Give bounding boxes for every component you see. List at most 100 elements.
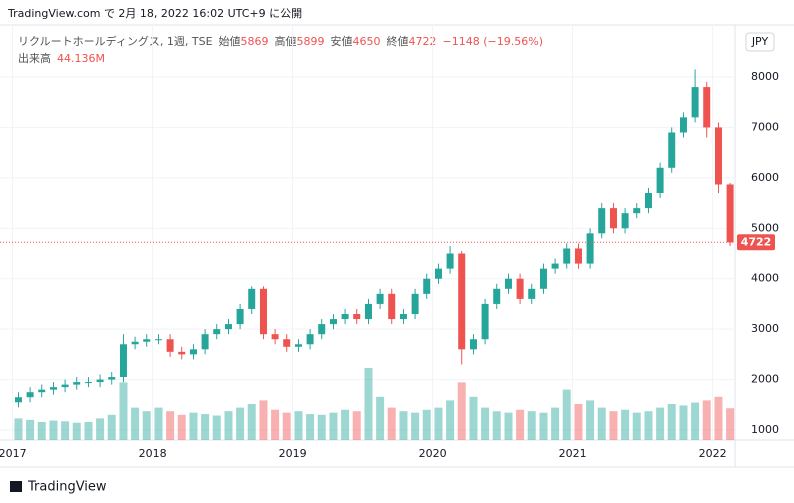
volume-bar: [224, 411, 233, 440]
volume-bar: [26, 419, 35, 440]
ohlc-label: 終値: [387, 34, 409, 48]
candle-body: [213, 329, 221, 335]
last-price-label: 4722: [741, 235, 772, 248]
y-tick-label: 7000: [751, 120, 779, 133]
volume-bar: [574, 404, 583, 440]
candle-body: [504, 278, 512, 289]
volume-bar: [446, 400, 455, 440]
candle-body: [528, 288, 536, 299]
volume-header: 出来高 44.136M: [18, 51, 105, 65]
y-tick-label: 6000: [751, 171, 779, 184]
candle-body: [306, 334, 314, 345]
candle-body: [283, 339, 291, 347]
volume-bar: [212, 415, 221, 440]
volume-bar: [259, 400, 268, 440]
volume-bar: [609, 411, 618, 440]
candle-body: [446, 253, 454, 269]
candle-body: [143, 339, 151, 342]
candle-body: [539, 268, 547, 289]
volume-bar: [702, 400, 711, 440]
ohlc-value: 4650: [353, 35, 381, 48]
candle-body: [668, 132, 676, 168]
candle-body: [598, 208, 606, 234]
candle-body: [644, 192, 652, 209]
volume-bar: [644, 411, 653, 440]
volume-bar: [49, 420, 58, 440]
currency-box[interactable]: [745, 32, 775, 52]
candle-body: [376, 293, 384, 304]
candle-body: [481, 303, 489, 340]
volume-bar: [352, 411, 361, 440]
volume-bar: [364, 368, 373, 440]
candle-body: [586, 233, 594, 264]
volume-bar: [434, 407, 443, 440]
candle-body: [119, 344, 127, 378]
candle-body: [96, 379, 104, 383]
candle-body: [166, 339, 174, 352]
candle-body: [411, 293, 419, 315]
title: リクルートホールディングス, 1週, TSE: [18, 34, 213, 48]
volume-bar: [236, 407, 245, 440]
volume-bar: [201, 414, 210, 440]
candle-body: [73, 382, 81, 385]
ohlc-value: 4722: [409, 35, 437, 48]
candle-body: [14, 397, 22, 403]
volume-bar: [516, 409, 525, 440]
volume-bar: [656, 407, 665, 440]
volume-bar: [562, 389, 571, 440]
candle-body: [201, 334, 209, 350]
volume-bar: [469, 396, 478, 440]
volume-bar: [632, 412, 641, 440]
candle-body: [609, 208, 617, 229]
volume-bar: [317, 414, 326, 440]
candle-body: [691, 87, 699, 118]
volume-bar: [329, 412, 338, 440]
y-tick-label: 1000: [751, 423, 779, 436]
volume-bar: [294, 411, 303, 440]
ohlc-label: 高値: [275, 34, 297, 48]
candle-body: [26, 392, 34, 398]
volume-bar: [481, 407, 490, 440]
brand: TradingView: [27, 480, 107, 495]
candle-body: [131, 341, 139, 345]
candle-body: [434, 268, 442, 279]
y-tick-label: 3000: [751, 322, 779, 335]
logo: [10, 481, 22, 492]
volume-bar: [271, 409, 280, 440]
candle-body: [714, 127, 722, 185]
volume-bar: [411, 412, 420, 440]
candle-body: [621, 213, 629, 229]
volume-bar: [131, 407, 140, 440]
volume-bar: [341, 409, 350, 440]
volume-bar: [714, 396, 723, 440]
candle-body: [108, 377, 116, 380]
ohlc-value: 5899: [297, 35, 325, 48]
volume-bar: [504, 412, 513, 440]
candle-body: [656, 167, 664, 193]
volume-bar: [189, 412, 198, 440]
candle-body: [189, 349, 197, 355]
volume-bar: [282, 412, 291, 440]
volume-bar: [621, 409, 630, 440]
volume-bar: [492, 411, 501, 440]
volume-bar: [96, 418, 105, 440]
volume-bar: [154, 407, 163, 440]
currency[interactable]: JPY: [751, 35, 769, 48]
published: TradingView.com で 2月 18, 2022 16:02 UTC+…: [7, 7, 302, 20]
candle-body: [516, 278, 524, 299]
candle-body: [294, 344, 302, 347]
ohlc-label: 安値: [331, 34, 353, 48]
header: リクルートホールディングス, 1週, TSE 始値5869 高値5899 安値4650…: [18, 34, 543, 48]
volume-bar: [247, 404, 256, 440]
candle-body: [38, 389, 46, 393]
candle-body: [49, 387, 57, 390]
volume-bar: [527, 411, 536, 440]
volume-bar: [539, 412, 548, 440]
x-tick-label: 2021: [559, 447, 587, 460]
candle-body: [551, 263, 559, 269]
last-price-box: [737, 234, 775, 251]
volume-bar: [399, 411, 408, 440]
candle-body: [469, 339, 477, 350]
candle-body: [703, 87, 711, 128]
ohlc-label: 始値: [219, 34, 241, 48]
